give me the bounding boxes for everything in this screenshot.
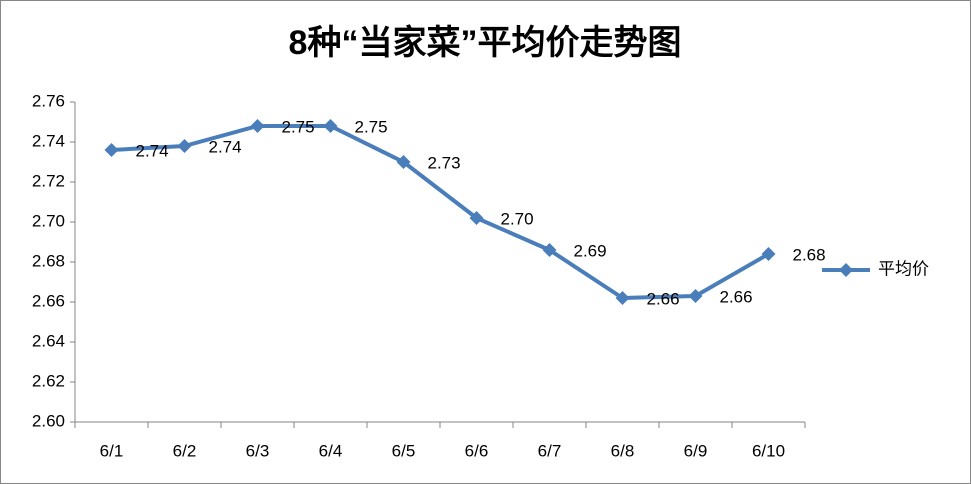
marker [250,119,265,133]
y-tick-label: 2.64 [32,331,65,350]
x-tick-label: 6/9 [684,441,708,460]
marker [615,291,630,305]
value-label: 2.66 [647,289,680,308]
x-tick-label: 6/6 [465,441,489,460]
series-line [111,124,770,300]
marker [688,289,703,303]
marker [323,119,338,133]
value-label: 2.70 [501,209,534,228]
marker [469,211,484,225]
value-label: 2.68 [793,245,826,264]
value-label: 2.75 [282,117,315,136]
value-label: 2.66 [720,287,753,306]
legend-marker [839,263,853,277]
value-label: 2.74 [136,141,169,160]
legend-label: 平均价 [878,259,929,278]
x-tick-label: 6/1 [100,441,124,460]
marker [542,243,557,257]
marker [177,139,192,153]
value-label: 2.74 [209,137,242,156]
y-tick-label: 2.72 [32,171,65,190]
value-label: 2.75 [355,117,388,136]
y-tick-label: 2.70 [32,211,65,230]
y-tick-label: 2.62 [32,371,65,390]
value-label: 2.69 [574,241,607,260]
x-tick-label: 6/4 [319,441,343,460]
x-tick-label: 6/3 [246,441,270,460]
value-label: 2.73 [428,153,461,172]
x-tick-label: 6/2 [173,441,197,460]
chart-title: 8种“当家菜”平均价走势图 [289,24,682,62]
y-tick-label: 2.66 [32,291,65,310]
y-tick-label: 2.60 [32,411,65,430]
y-tick-label: 2.76 [32,91,65,110]
marker [761,247,776,261]
x-tick-label: 6/7 [538,441,562,460]
y-tick-label: 2.74 [32,131,65,150]
x-tick-label: 6/5 [392,441,416,460]
x-tick-label: 6/8 [611,441,635,460]
marker [396,155,411,169]
y-tick-label: 2.68 [32,251,65,270]
marker [104,143,119,157]
x-tick-label: 6/10 [752,441,785,460]
